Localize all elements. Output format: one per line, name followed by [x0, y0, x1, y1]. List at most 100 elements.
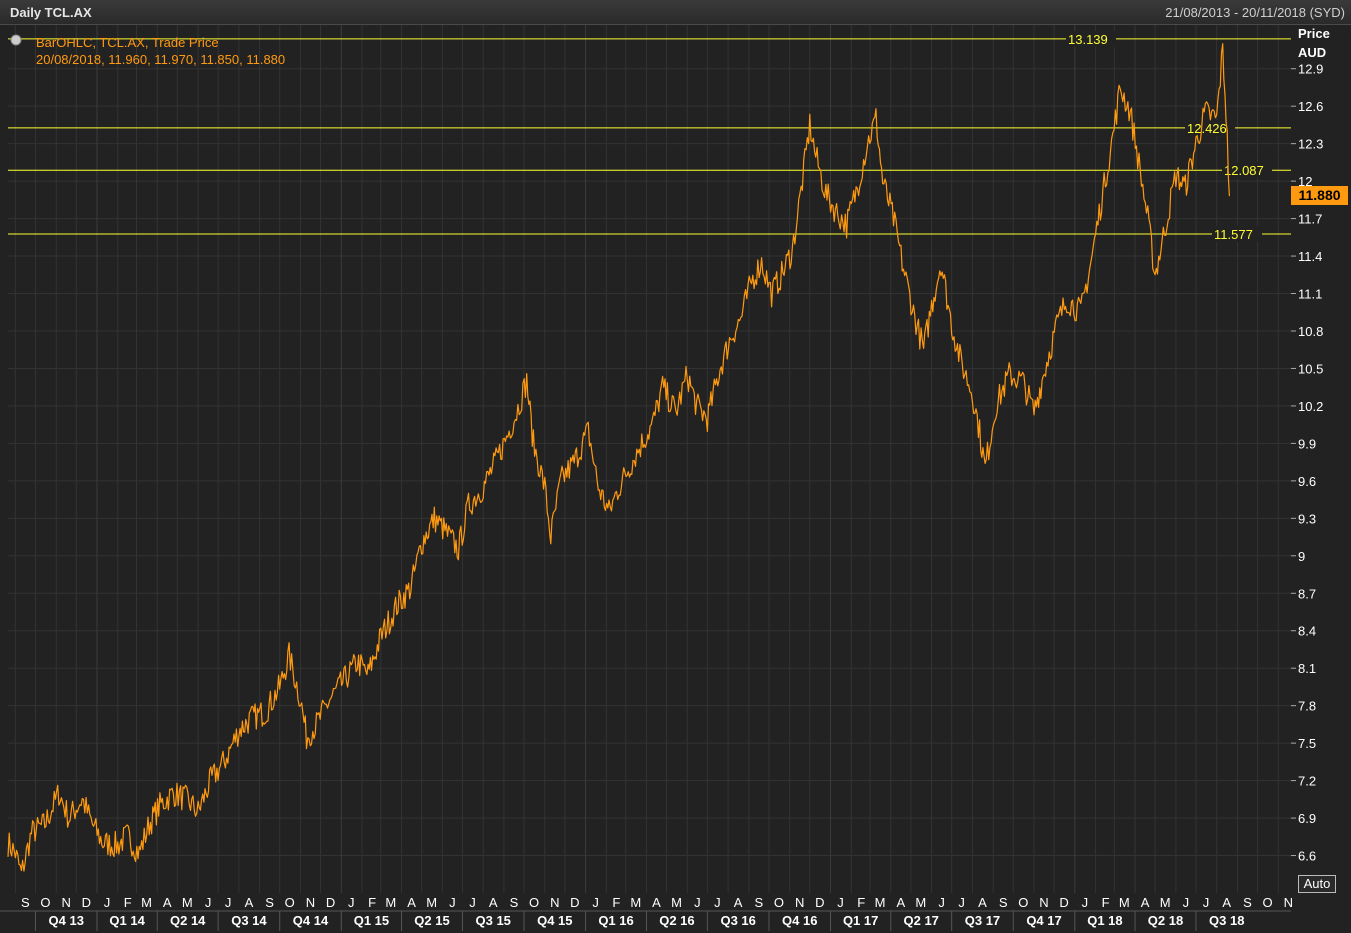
x-month-label: O: [774, 895, 784, 910]
x-quarter-label: Q4 16: [782, 913, 817, 928]
horizontal-lines: 13.139 12.426 12.087 11.577: [8, 30, 1291, 242]
y-tick-label: 9.3: [1298, 511, 1316, 526]
plot-area: [8, 25, 1291, 893]
x-month-label: A: [652, 895, 661, 910]
level-label: 11.577: [1214, 227, 1253, 242]
x-month-label: A: [1141, 895, 1150, 910]
y-tick-label: 8.4: [1298, 624, 1316, 639]
y-tick-label: 11.4: [1298, 249, 1322, 264]
y-tick-label: 8.1: [1298, 661, 1316, 676]
level-label: 12.087: [1224, 163, 1264, 178]
x-month-label: N: [61, 895, 70, 910]
x-month-label: M: [671, 895, 682, 910]
x-month-label: J: [449, 895, 456, 910]
level-label-bg: [1222, 162, 1272, 179]
x-month-label: N: [1039, 895, 1048, 910]
x-month-label: N: [1284, 895, 1293, 910]
x-month-label: N: [550, 895, 559, 910]
auto-scale-button[interactable]: Auto: [1298, 875, 1336, 893]
x-quarter-label: Q3 17: [965, 913, 1000, 928]
x-quarter-label: Q4 13: [49, 913, 84, 928]
x-month-label: O: [40, 895, 50, 910]
x-month-label: O: [529, 895, 539, 910]
y-tick-label: 12.3: [1298, 137, 1323, 152]
y-tick-label: 8.7: [1298, 586, 1316, 601]
x-quarter-label: Q3 18: [1209, 913, 1244, 928]
x-month-label: M: [915, 895, 926, 910]
x-month-label: J: [205, 895, 212, 910]
level-label: 13.139: [1068, 32, 1108, 47]
x-month-label: O: [1018, 895, 1028, 910]
x-quarter-label: Q1 17: [843, 913, 878, 928]
y-tick-label: 11.1: [1298, 287, 1322, 302]
y-tick-label: 9.9: [1298, 436, 1316, 451]
x-month-label: F: [1102, 895, 1110, 910]
x-month-label: M: [1119, 895, 1130, 910]
y-axis-title: Price: [1298, 26, 1330, 41]
x-quarter-label: Q4 14: [293, 913, 329, 928]
x-month-label: J: [694, 895, 701, 910]
x-month-label: M: [182, 895, 193, 910]
x-quarter-label: Q2 17: [904, 913, 939, 928]
y-tick-label: 10.8: [1298, 324, 1323, 339]
x-month-label: O: [285, 895, 295, 910]
y-tick-label: 9: [1298, 549, 1305, 564]
level-label-bg: [1212, 225, 1262, 242]
y-tick-label: 7.2: [1298, 774, 1316, 789]
x-month-label: M: [141, 895, 152, 910]
chart-title: Daily TCL.AX: [10, 5, 92, 20]
x-month-label: J: [348, 895, 355, 910]
y-tick-label: 6.6: [1298, 849, 1316, 864]
x-month-label: N: [795, 895, 804, 910]
legend-series-name: BarOHLC, TCL.AX, Trade Price: [36, 35, 219, 50]
date-range: 21/08/2013 - 20/11/2018 (SYD): [1165, 5, 1345, 20]
x-month-label: A: [489, 895, 498, 910]
x-month-label: A: [407, 895, 416, 910]
y-tick-label: 9.6: [1298, 474, 1316, 489]
x-month-label: J: [1082, 895, 1089, 910]
x-month-label: M: [630, 895, 641, 910]
x-quarter-label: Q2 18: [1148, 913, 1183, 928]
legend-icon[interactable]: [10, 34, 22, 46]
x-quarter-label: Q4 17: [1026, 913, 1061, 928]
y-tick-label: 12.6: [1298, 99, 1323, 114]
x-month-label: J: [592, 895, 599, 910]
x-month-label: S: [265, 895, 274, 910]
x-month-label: D: [815, 895, 824, 910]
legend-values: 20/08/2018, 11.960, 11.970, 11.850, 11.8…: [36, 52, 285, 67]
x-quarter-label: Q3 16: [720, 913, 755, 928]
x-month-label: J: [958, 895, 965, 910]
x-month-label: S: [510, 895, 519, 910]
last-price-badge: 11.880: [1291, 186, 1348, 206]
y-tick-label: 11.7: [1298, 212, 1322, 227]
grid: [8, 25, 1291, 893]
x-month-label: A: [896, 895, 905, 910]
x-month-label: S: [21, 895, 30, 910]
level-label-bg: [1185, 119, 1235, 136]
x-month-label: D: [1059, 895, 1068, 910]
x-month-label: O: [1262, 895, 1272, 910]
x-month-label: A: [978, 895, 987, 910]
level-label-bg: [1066, 30, 1116, 47]
x-month-label: M: [875, 895, 886, 910]
x-month-label: J: [837, 895, 844, 910]
price-series: [7, 43, 1230, 872]
x-month-label: A: [163, 895, 172, 910]
x-quarter-label: Q2 15: [414, 913, 449, 928]
x-quarter-label: Q3 15: [476, 913, 511, 928]
y-axis: 6.6 6.9 7.2 7.5 7.8 8.1 8.4 8.7 9 9.3 9.6 9.9 10.2 10…: [1291, 62, 1323, 864]
x-month-label: N: [306, 895, 315, 910]
x-month-label: S: [1243, 895, 1252, 910]
y-tick-label: 7.8: [1298, 699, 1316, 714]
x-month-label: J: [469, 895, 476, 910]
x-month-label: A: [245, 895, 254, 910]
y-tick-label: 6.9: [1298, 811, 1316, 826]
x-month-label: J: [714, 895, 721, 910]
x-month-label: A: [734, 895, 743, 910]
y-tick-label: 12.9: [1298, 62, 1323, 77]
y-tick-label: 10.2: [1298, 399, 1323, 414]
x-month-label: M: [1160, 895, 1171, 910]
x-month-label: F: [857, 895, 865, 910]
